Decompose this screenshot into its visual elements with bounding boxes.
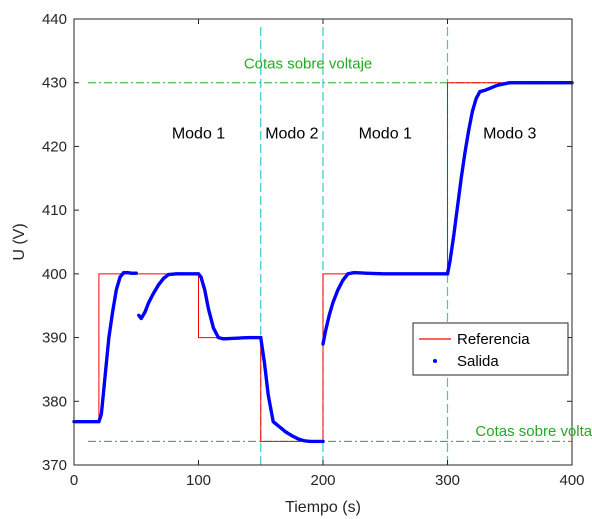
series-salida-segment-4 (445, 81, 574, 276)
x-tick-label-100: 100 (186, 472, 211, 489)
mode-annotation-3: Modo 3 (483, 126, 536, 143)
y-axis-label: U (V) (11, 223, 28, 260)
plot-area (72, 27, 574, 465)
y-tick-label-400: 400 (42, 266, 67, 283)
y-tick-label-420: 420 (42, 138, 67, 155)
legend-box (412, 322, 569, 376)
y-tick-label-370: 370 (42, 457, 67, 474)
legend-salida-marker (433, 359, 437, 363)
axis-ticks: 0 100 200 300 400 370 380 390 400 410 420 430 440 (42, 11, 585, 489)
annotations: Modo 1 Modo 2 Modo 1 Modo 3 Cotas sobre volt… (172, 56, 592, 441)
salida-point (321, 439, 325, 444)
x-tick-label-200: 200 (310, 472, 335, 489)
x-tick-label-0: 0 (70, 472, 78, 489)
plot-frame (73, 18, 573, 466)
y-tick-label-430: 430 (42, 75, 67, 92)
y-tick-label-410: 410 (42, 202, 67, 219)
x-tick-label-300: 300 (435, 472, 460, 489)
lower-bound-label: Cotas sobre voltaje (475, 423, 592, 440)
legend-salida-label: Salida (457, 353, 499, 370)
upper-bound-label: Cotas sobre voltaje (244, 56, 372, 73)
y-tick-label-440: 440 (42, 11, 67, 28)
series-salida-segment-0 (72, 270, 138, 424)
x-axis-label: Tiempo (s) (285, 499, 361, 516)
salida-point (134, 271, 138, 275)
series-salida-segment-3 (321, 270, 450, 346)
series-salida-segment-2 (259, 335, 325, 444)
y-tick-label-390: 390 (42, 330, 67, 347)
series-referencia-line (74, 82, 572, 442)
legend-referencia-label: Referencia (457, 331, 530, 348)
x-tick-label-400: 400 (559, 472, 584, 489)
mode-annotation-0: Modo 1 (172, 126, 225, 143)
mode-annotation-1: Modo 2 (265, 126, 318, 143)
mode-annotation-2: Modo 1 (359, 126, 412, 143)
series-salida-segment-1 (137, 272, 263, 341)
y-tick-label-380: 380 (42, 393, 67, 410)
legend: Referencia Salida (412, 322, 569, 376)
